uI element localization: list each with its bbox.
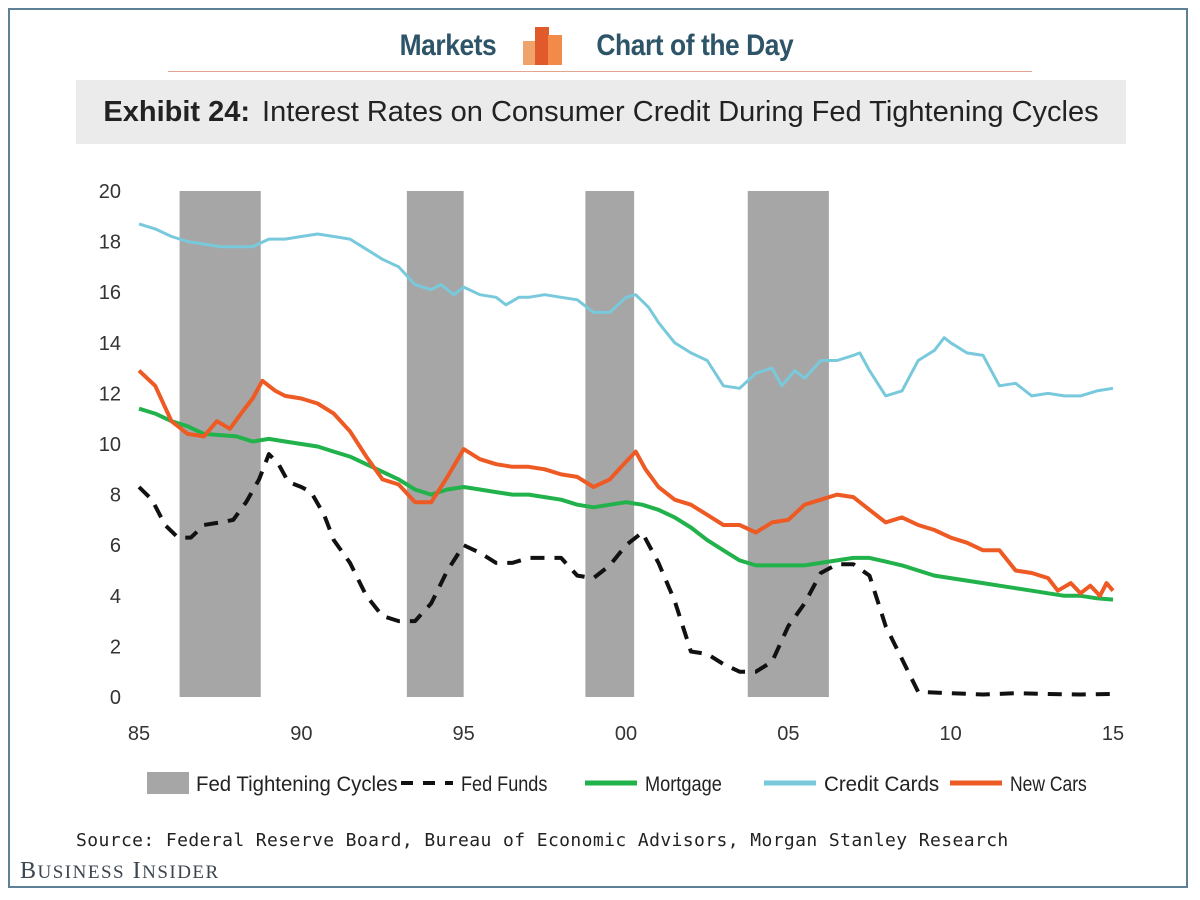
legend-label-credit-cards: Credit Cards <box>824 773 939 796</box>
brand-usiness: USINESS <box>37 862 126 883</box>
tightening-cycle-bar-4 <box>747 191 829 697</box>
y-tick-label-12: 12 <box>99 383 121 405</box>
tightening-cycle-bar-1 <box>179 191 261 697</box>
markets-label[interactable]: Markets <box>399 29 497 62</box>
x-tick-label-00: 00 <box>615 723 637 745</box>
brand-b: B <box>20 858 38 884</box>
series-line-credit-cards <box>138 222 1114 398</box>
y-tick-label-16: 16 <box>99 282 121 304</box>
legend-label-fed-tightening-cycles: Fed Tightening Cycles <box>196 773 398 796</box>
y-tick-label-14: 14 <box>99 333 121 355</box>
series-line-mortgage <box>138 406 1114 602</box>
header-divider <box>168 71 1032 72</box>
line-chart: 0 2 4 6 8 10 12 14 16 18 20 85 90 95 00 05 10 15 Fed Tight… <box>99 181 1124 796</box>
brand-nsider: NSIDER <box>142 862 220 883</box>
legend-label-new-cars: New Cars <box>1010 773 1087 796</box>
x-tick-label-10: 10 <box>940 723 962 745</box>
tightening-cycle-bar-2 <box>406 191 464 697</box>
exhibit-title: Interest Rates on Consumer Credit During… <box>262 95 1099 128</box>
brand-i: I <box>132 858 143 884</box>
y-tick-label-2: 2 <box>110 636 121 658</box>
y-tick-label-10: 10 <box>99 434 121 456</box>
source-note: Source: Federal Reserve Board, Bureau of… <box>76 830 1009 851</box>
x-tick-label-95: 95 <box>453 723 475 745</box>
y-tick-label-8: 8 <box>110 485 121 507</box>
bar-chart-logo-icon <box>523 27 563 65</box>
y-tick-label-4: 4 <box>110 586 121 608</box>
x-tick-label-15: 15 <box>1102 723 1124 745</box>
y-tick-label-18: 18 <box>99 232 121 254</box>
exhibit-title-bar: Exhibit 24: Interest Rates on Consumer C… <box>76 80 1126 144</box>
tightening-cycle-bar-3 <box>585 191 635 697</box>
y-tick-label-0: 0 <box>110 687 121 709</box>
legend-label-fed-funds: Fed Funds <box>461 773 547 796</box>
exhibit-number: Exhibit 24: <box>103 95 251 128</box>
business-insider-logo[interactable]: BUSINESS INSIDER <box>20 858 220 885</box>
x-tick-label-85: 85 <box>128 723 150 745</box>
series-line-new-cars <box>137 369 1115 598</box>
legend-label-mortgage: Mortgage <box>645 773 722 796</box>
y-tick-label-6: 6 <box>110 535 121 557</box>
header: Markets Chart of the Day <box>0 26 1200 66</box>
chart-of-the-day-label[interactable]: Chart of the Day <box>596 29 794 62</box>
x-tick-label-90: 90 <box>290 723 312 745</box>
x-tick-label-05: 05 <box>777 723 799 745</box>
y-tick-label-20: 20 <box>99 181 121 203</box>
legend-swatch-fed-tightening-cycles <box>147 772 189 794</box>
